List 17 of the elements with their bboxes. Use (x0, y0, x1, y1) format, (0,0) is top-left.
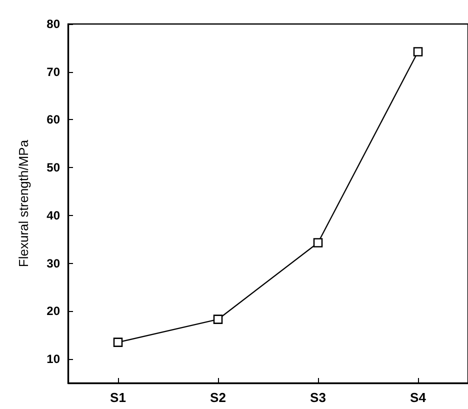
point (113, 338, 123, 347)
x-tick-label: S3 (310, 390, 326, 405)
y-axis-title: Flexural strength/MPa (16, 139, 31, 268)
y-tick-label: 70 (46, 64, 60, 79)
point (413, 47, 423, 56)
x-tick-label: S4 (410, 390, 427, 405)
x-tick-label: S1 (110, 390, 126, 405)
y-tick-label: 50 (46, 160, 60, 175)
y-tick-label: 10 (46, 352, 60, 366)
point (213, 314, 223, 324)
y-tick-label: 60 (46, 112, 60, 127)
y-tick-label: 20 (46, 304, 60, 318)
y-tick-label: 30 (46, 256, 60, 270)
y-tick-label: 40 (46, 208, 60, 222)
y-tick-label: 80 (46, 17, 60, 31)
point (313, 238, 323, 248)
x-tick-label: S2 (210, 390, 226, 405)
